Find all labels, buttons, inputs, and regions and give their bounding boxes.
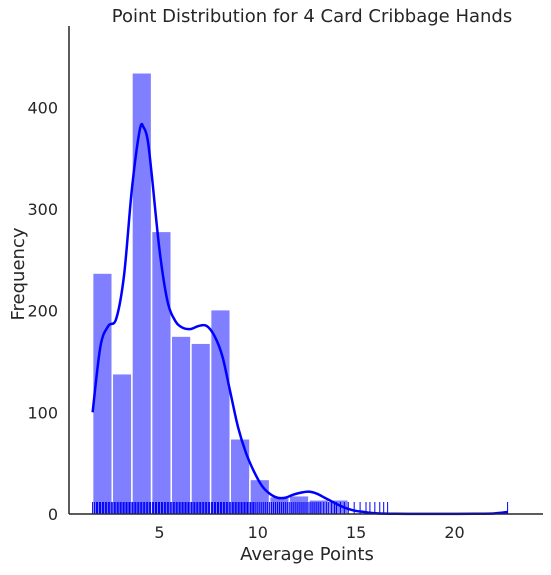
x-tick-label-10: 10 (248, 523, 268, 542)
histogram-bar-4 (170, 335, 192, 515)
y-tick-label-200: 200 (27, 302, 58, 321)
x-axis-label: Average Points (240, 544, 374, 565)
y-tick-label-400: 400 (27, 98, 58, 117)
histogram-bar-1 (111, 372, 133, 515)
x-tick-label-15: 15 (346, 523, 366, 542)
y-tick-label-0: 0 (48, 505, 58, 524)
y-tick-label-100: 100 (27, 403, 58, 422)
y-tick-label-300: 300 (27, 200, 58, 219)
x-tick-label-20: 20 (444, 523, 464, 542)
histogram-bar-6 (209, 308, 232, 515)
rug-marks (92, 502, 509, 514)
y-axis-label: Frequency (8, 227, 29, 320)
x-tick-label-5: 5 (154, 523, 164, 542)
histogram-bar-5 (190, 342, 212, 515)
histogram-bars (91, 72, 350, 515)
y-tick-labels: 0 100 200 300 400 (27, 98, 58, 524)
chart-title: Point Distribution for 4 Card Cribbage H… (112, 6, 512, 27)
x-tick-labels: 5 10 15 20 (154, 523, 464, 542)
